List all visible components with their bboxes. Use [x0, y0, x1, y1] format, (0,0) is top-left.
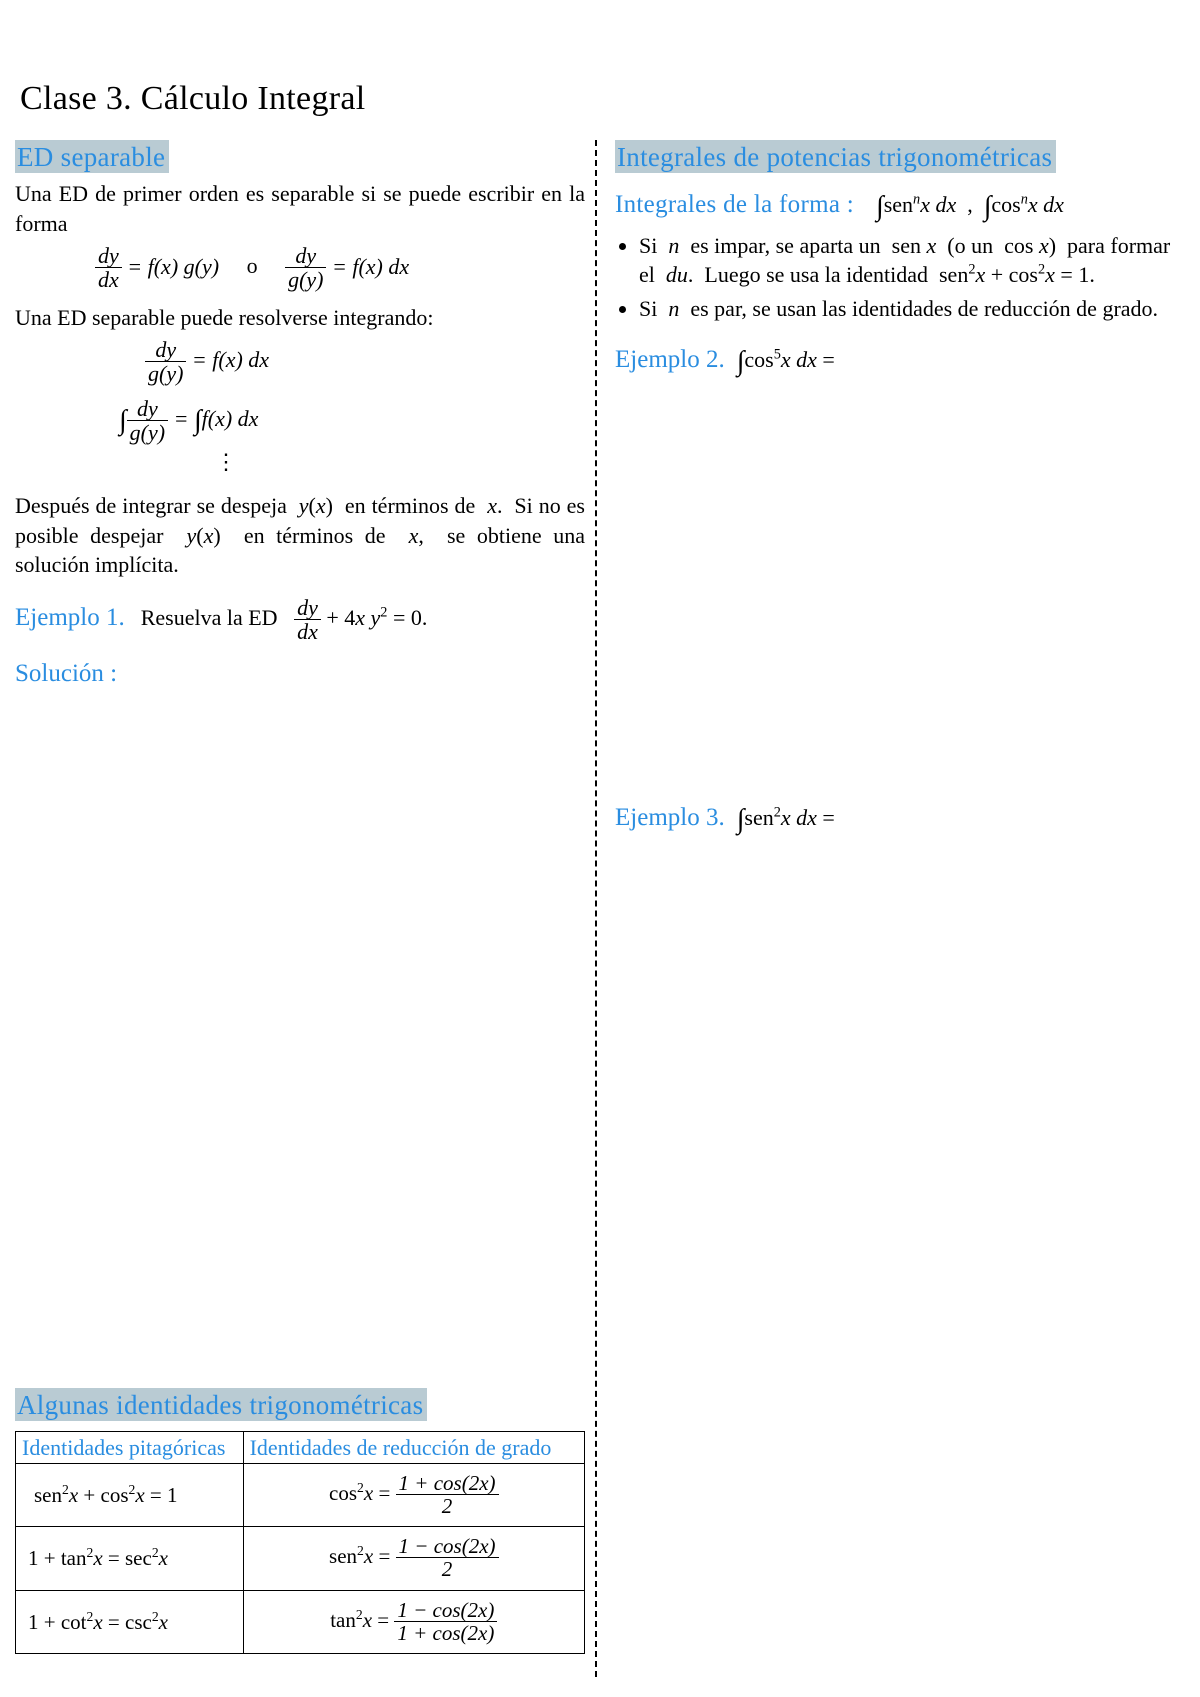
example-3-label: Ejemplo 3.: [615, 804, 725, 831]
solution-label-wrap: Solución :: [15, 660, 585, 688]
table-cell: cos2x = 1 + cos(2x)2: [243, 1464, 584, 1527]
right-form-line: Integrales de la forma : ∫sennx dx , ∫co…: [615, 185, 1185, 223]
table-row: sen2x + cos2x = 1 cos2x = 1 + cos(2x)2: [16, 1464, 585, 1527]
example-3-eq: ∫sen2x dx =: [737, 805, 835, 830]
table-cell: sen2x + cos2x = 1: [16, 1464, 244, 1527]
example-2-label: Ejemplo 2.: [615, 346, 725, 373]
left-line2: Una ED separable puede resolverse integr…: [15, 303, 585, 333]
left-after: Después de integrar se despeja y(x) en t…: [15, 491, 585, 580]
eq-solve-block: dyg(y) = f(x) dx ∫dyg(y) = ∫f(x) dx ⋮: [145, 338, 585, 475]
eq-solve-3: ⋮: [215, 449, 585, 475]
table-cell: 1 + tan2x = sec2x: [16, 1527, 244, 1590]
page-title: Clase 3. Cálculo Integral: [20, 80, 366, 118]
left-heading: ED separable: [15, 140, 169, 173]
table-row: 1 + cot2x = csc2x tan2x = 1 − cos(2x)1 +…: [16, 1590, 585, 1653]
workspace-gap: [15, 688, 585, 1388]
example-3: Ejemplo 3. ∫sen2x dx =: [615, 798, 1185, 836]
example-1-label: Ejemplo 1.: [15, 604, 125, 631]
form-label: Integrales de la forma :: [615, 191, 854, 218]
table-row: 1 + tan2x = sec2x sen2x = 1 − cos(2x)2: [16, 1527, 585, 1590]
eq-separable-forms: dydx = f(x) g(y) o dyg(y) = f(x) dx: [95, 244, 585, 292]
left-column: ED separable Una ED de primer orden es s…: [15, 140, 595, 1677]
right-column: Integrales de potencias trigonométricas …: [595, 140, 1195, 1677]
columns-container: ED separable Una ED de primer orden es s…: [15, 140, 1195, 1677]
table-cell: 1 + cot2x = csc2x: [16, 1590, 244, 1653]
eq-solve-2: ∫dyg(y) = ∫f(x) dx: [119, 397, 585, 445]
table-header-1: Identidades pitagóricas: [16, 1432, 244, 1464]
example-1-text: Resuelva la ED dydx + 4x y2 = 0.: [141, 605, 428, 630]
eq-solve-1: dyg(y) = f(x) dx: [145, 338, 585, 386]
example-2-eq: ∫cos5x dx =: [737, 347, 835, 372]
workspace-gap-2: [615, 378, 1185, 798]
bullet-item: Si n es impar, se aparta un sen x (o un …: [639, 231, 1185, 290]
eq-form-1: dydx = f(x) g(y): [95, 254, 219, 279]
eq-form-2: dyg(y) = f(x) dx: [285, 254, 409, 279]
example-1: Ejemplo 1. Resuelva la ED dydx + 4x y2 =…: [15, 596, 585, 644]
right-heading: Integrales de potencias trigonométricas: [615, 140, 1056, 173]
identities-table: Identidades pitagóricas Identidades de r…: [15, 1431, 585, 1653]
table-cell: sen2x = 1 − cos(2x)2: [243, 1527, 584, 1590]
table-header-2: Identidades de reducción de grado: [243, 1432, 584, 1464]
right-bullets: Si n es impar, se aparta un sen x (o un …: [615, 231, 1185, 324]
page: Clase 3. Cálculo Integral ED separable U…: [0, 0, 1200, 1697]
eq-sep-o: o: [247, 254, 258, 279]
identities-heading: Algunas identidades trigonométricas: [15, 1388, 427, 1421]
table-cell: tan2x = 1 − cos(2x)1 + cos(2x): [243, 1590, 584, 1653]
form-eq: ∫sennx dx , ∫cosnx dx: [876, 192, 1064, 217]
solution-label: Solución :: [15, 660, 117, 687]
left-intro: Una ED de primer orden es separable si s…: [15, 179, 585, 238]
example-2: Ejemplo 2. ∫cos5x dx =: [615, 340, 1185, 378]
bullet-item: Si n es par, se usan las identidades de …: [639, 294, 1185, 324]
